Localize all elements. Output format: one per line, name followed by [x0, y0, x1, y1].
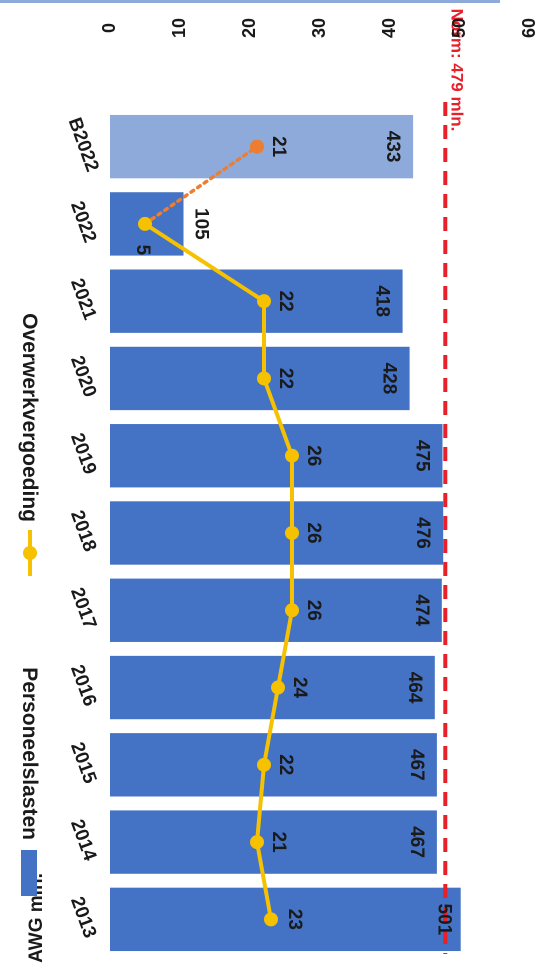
bar-2014: [110, 810, 437, 874]
overwerk-point-2016: [271, 680, 285, 695]
legend-swatch-overwerk-marker: [23, 546, 37, 560]
legend-label-overwerkvergoeding: Overwerkvergoeding: [18, 313, 41, 522]
legend-swatch-personeelslasten: [21, 850, 37, 896]
rotated-plot: Norm: 479 mln. 501 467 467 464 474 476 475 428 4…: [18, 9, 539, 963]
norm-label: Norm: 479 mln.: [447, 9, 466, 132]
line-label-2020: 22: [275, 368, 296, 389]
line-layer: [138, 139, 299, 927]
line-label-2021: 22: [275, 291, 296, 312]
line-label-2016: 24: [289, 677, 310, 699]
overwerk-point-2013: [264, 912, 278, 927]
line-label-2018: 26: [303, 522, 324, 543]
category-label-2022: 2022: [66, 199, 100, 246]
category-label-2020: 2020: [66, 353, 100, 400]
overwerk-line: [143, 222, 294, 920]
line-label-2015: 22: [275, 754, 296, 775]
overwerk-point-2017: [285, 603, 299, 618]
line-label-B2022: 21: [268, 136, 289, 158]
bar-2015: [110, 733, 437, 797]
line-label-2017: 26: [303, 600, 324, 621]
legend-label-personeelslasten: Personeelslasten: [18, 667, 41, 840]
bar-label-2022: 105: [191, 208, 212, 240]
bar-2017: [110, 578, 442, 642]
overwerk-point-2018: [285, 526, 299, 540]
bar-2021: [110, 269, 403, 333]
bar-label-2020: 428: [379, 363, 400, 395]
right-axis-tick: 50: [449, 18, 469, 38]
right-axis-tick: 60: [519, 18, 539, 38]
line-label-2019: 26: [303, 445, 324, 466]
overwerk-point-2022: [138, 216, 152, 231]
overwerk-point-2020: [257, 371, 271, 386]
right-axis-tick: 0: [99, 23, 119, 33]
overwerk-point-2021: [257, 294, 271, 309]
bar-label-2018: 476: [412, 517, 433, 549]
bar-label-2021: 418: [372, 285, 393, 317]
category-label-2017: 2017: [66, 585, 100, 632]
bar-label-2017: 474: [411, 594, 432, 626]
bar-2018: [109, 501, 444, 565]
category-label-2014: 2014: [66, 817, 100, 864]
bar-2013: [109, 887, 461, 952]
norm-layer: Norm: 479 mln.: [443, 9, 466, 954]
bar-label-B2022: 433: [382, 131, 403, 163]
overwerk-point-2019: [285, 448, 299, 463]
overwerk-budget-line: [143, 144, 259, 226]
overwerk-point-B2022: [250, 139, 264, 154]
bar-label-2013: 501: [434, 904, 455, 936]
category-label-2018: 2018: [66, 508, 100, 555]
category-label-2021: 2021: [66, 276, 100, 323]
bar-label-2015: 467: [406, 749, 427, 781]
category-label-2016: 2016: [66, 662, 100, 709]
bar-label-2019: 475: [412, 440, 433, 472]
line-label-2013: 23: [284, 909, 305, 930]
labels-layer: 501 467 467 464 474 476 475 428 418 105 433 23 21 22 2…: [132, 131, 455, 936]
category-label-2019: 2019: [66, 430, 100, 477]
overwerk-point-2014: [250, 835, 264, 850]
top-border-line: [0, 0, 500, 3]
right-axis-tick: 10: [169, 18, 189, 38]
legend-layer: Personeelslasten Overwerkvergoeding: [18, 313, 41, 896]
line-label-2022: 5: [132, 245, 153, 256]
bar-label-2014: 467: [406, 826, 427, 858]
right-axis-tick: 20: [239, 18, 259, 38]
category-label-2015: 2015: [66, 739, 100, 786]
right-axis-tick: 40: [379, 18, 399, 38]
category-label-2013: 2013: [66, 894, 100, 941]
bar-label-2016: 464: [404, 672, 425, 704]
overwerk-point-2015: [257, 757, 271, 772]
category-label-B2022: B2022: [64, 115, 103, 175]
line-label-2014: 21: [268, 832, 289, 854]
bar-2019: [110, 424, 443, 488]
right-axis-tick: 30: [309, 18, 329, 38]
